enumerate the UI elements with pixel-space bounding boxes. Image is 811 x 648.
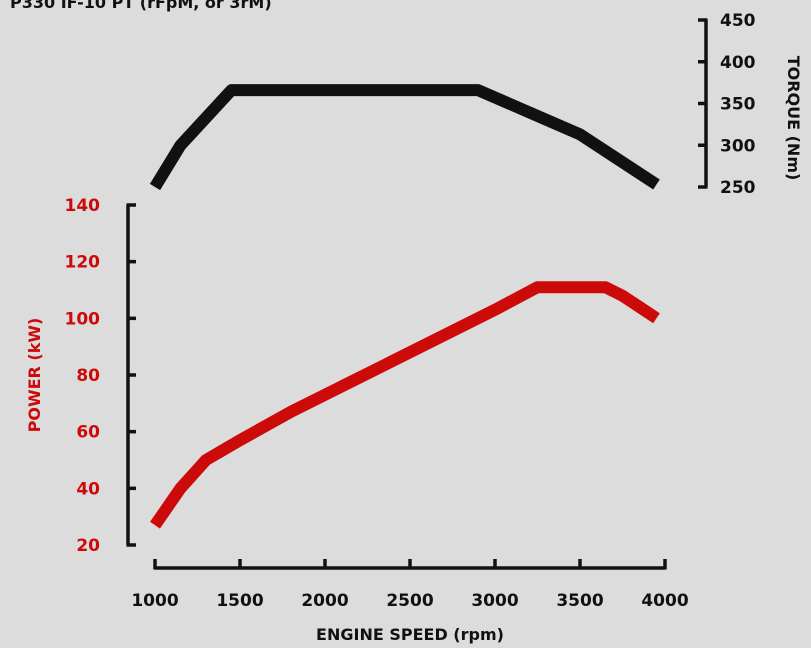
power-tick-label: 100 bbox=[65, 309, 101, 329]
torque-axis-title: TORQUE (Nm) bbox=[784, 56, 803, 181]
torque-tick-label: 350 bbox=[720, 95, 756, 115]
x-tick-label: 3500 bbox=[556, 591, 603, 611]
x-tick-label: 4000 bbox=[641, 591, 688, 611]
x-tick-label: 1500 bbox=[216, 591, 263, 611]
torque-series-line bbox=[149, 84, 660, 191]
x-tick-label: 2000 bbox=[301, 591, 348, 611]
power-tick-label: 80 bbox=[76, 366, 100, 386]
x-tick-label: 1000 bbox=[131, 591, 178, 611]
power-axis-title: POWER (kW) bbox=[25, 318, 44, 433]
x-tick-label: 2500 bbox=[386, 591, 433, 611]
torque-tick-label: 450 bbox=[720, 11, 756, 31]
power-axis: 20 40 60 80 100 120 140 bbox=[65, 196, 136, 556]
engine-speed-axis: 1000 1500 2000 2500 3000 3500 4000 bbox=[131, 559, 689, 611]
x-axis-title: ENGINE SPEED (rpm) bbox=[316, 625, 504, 644]
torque-tick-label: 400 bbox=[720, 53, 756, 73]
power-tick-label: 120 bbox=[65, 253, 101, 273]
torque-tick-label: 250 bbox=[720, 178, 756, 198]
x-tick-label: 3000 bbox=[471, 591, 518, 611]
torque-axis: 250 300 350 400 450 bbox=[698, 11, 756, 198]
power-tick-label: 140 bbox=[65, 196, 101, 216]
power-tick-label: 60 bbox=[76, 423, 100, 443]
power-tick-label: 20 bbox=[76, 536, 100, 556]
torque-tick-label: 300 bbox=[720, 136, 756, 156]
power-tick-label: 40 bbox=[76, 479, 100, 499]
series-layer bbox=[149, 84, 660, 529]
power-series-line bbox=[150, 281, 660, 529]
chart-header-text: P330 IF-10 PT (rFpM, or 3rM) bbox=[10, 0, 272, 12]
